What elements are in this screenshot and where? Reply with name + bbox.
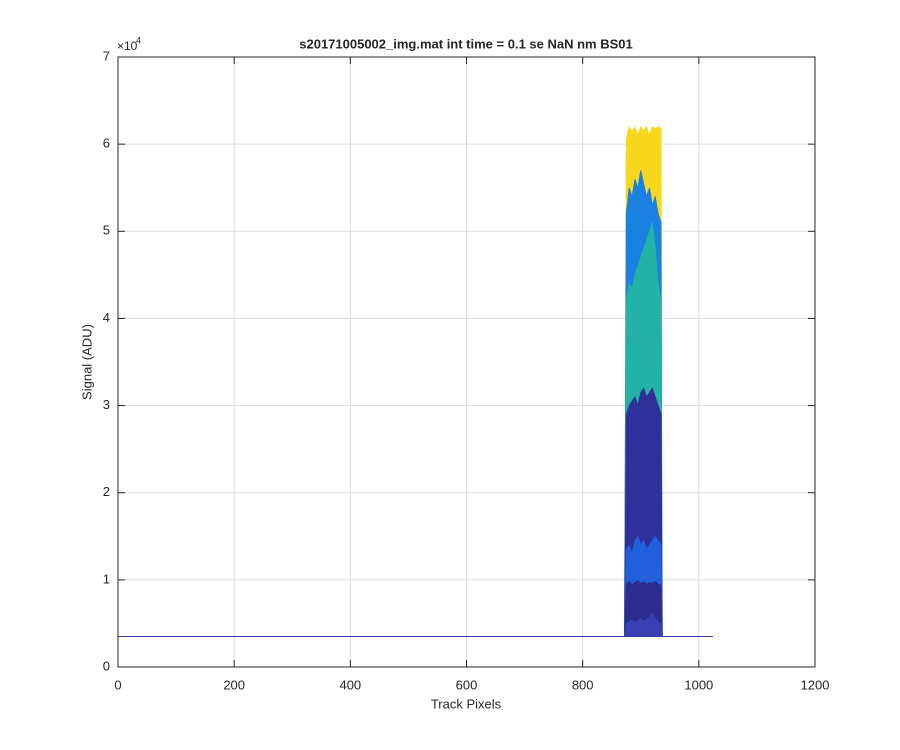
y-tick-label: 2 bbox=[103, 484, 110, 499]
y-tick-label: 3 bbox=[103, 397, 110, 412]
y-multiplier: ×10 bbox=[117, 39, 138, 53]
marks bbox=[118, 125, 713, 637]
y-tick-label: 6 bbox=[103, 136, 110, 151]
x-tick-label: 0 bbox=[114, 677, 121, 692]
y-tick-label: 1 bbox=[103, 571, 110, 586]
x-tick-label: 800 bbox=[572, 677, 594, 692]
y-tick-label: 7 bbox=[103, 48, 110, 63]
chart-title: s20171005002_img.mat int time = 0.1 se N… bbox=[299, 36, 633, 51]
plot-frame bbox=[117, 56, 816, 668]
x-tick-label: 400 bbox=[339, 677, 361, 692]
x-tick-label: 1000 bbox=[684, 677, 713, 692]
x-axis-label: Track Pixels bbox=[431, 696, 502, 711]
grid bbox=[117, 56, 816, 668]
y-tick-label: 5 bbox=[103, 223, 110, 238]
area bbox=[118, 612, 713, 637]
x-tick-label: 600 bbox=[456, 677, 478, 692]
x-tick-label: 1200 bbox=[801, 677, 830, 692]
y-tick-label: 0 bbox=[103, 658, 110, 673]
y-tick-label: 4 bbox=[103, 310, 110, 325]
axes: 0 200 400 600 800 1000 1200 0 1 2 3 4 5 6 7 bbox=[103, 48, 830, 692]
y-axis-label: Signal (ADU) bbox=[79, 324, 94, 400]
y-multiplier-exponent: 4 bbox=[136, 35, 141, 45]
x-tick-label: 200 bbox=[223, 677, 245, 692]
